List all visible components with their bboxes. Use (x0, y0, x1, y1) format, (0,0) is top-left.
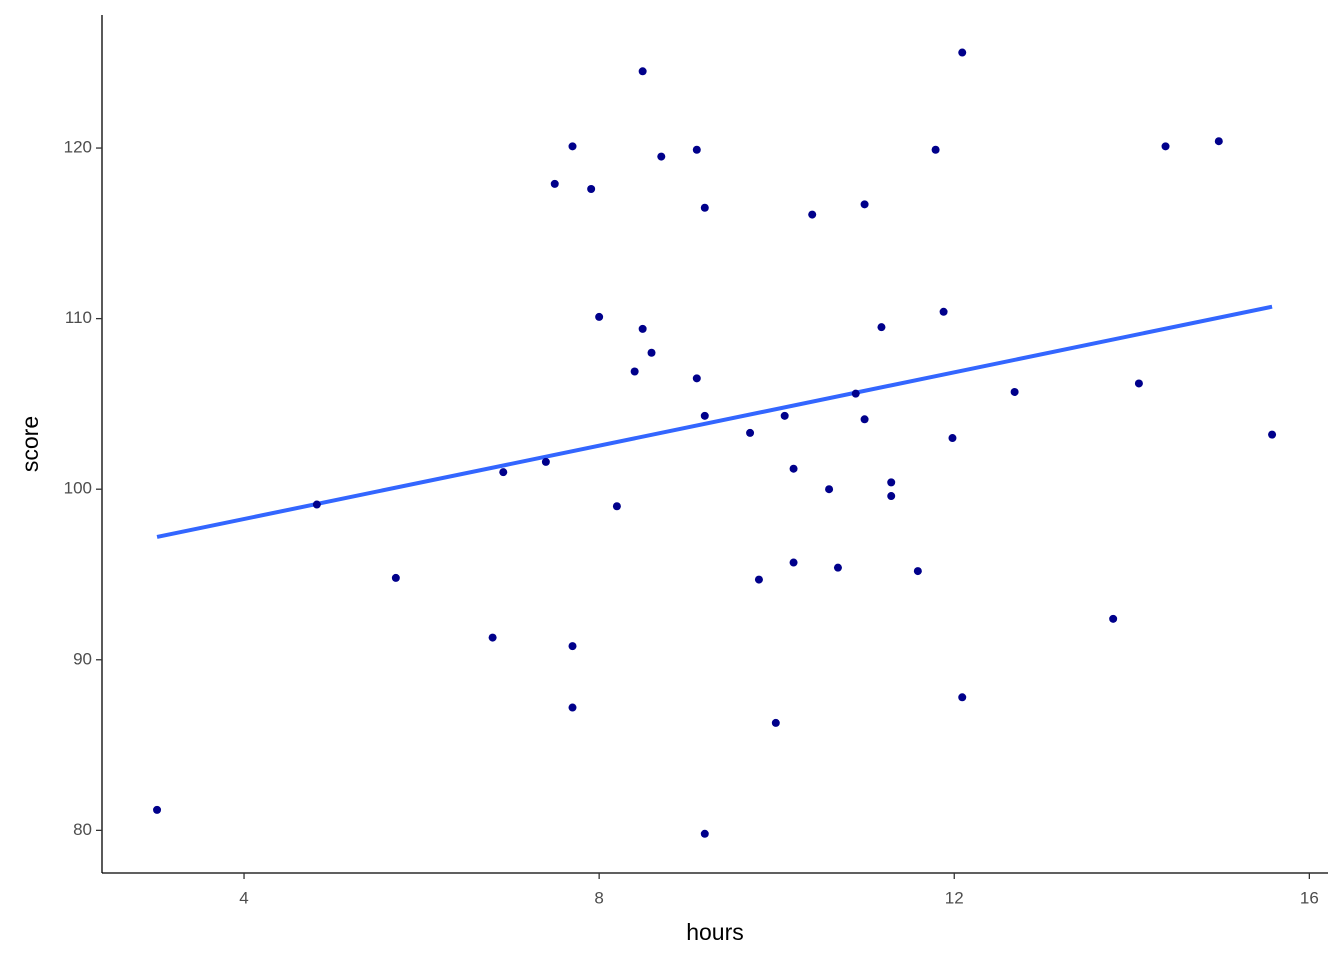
point (312, 500, 321, 509)
point (692, 374, 701, 383)
point (958, 693, 967, 702)
point (488, 633, 497, 642)
point (877, 323, 886, 332)
point (595, 312, 604, 321)
point (1134, 379, 1143, 388)
point (780, 411, 789, 420)
point (587, 184, 596, 193)
point (833, 563, 842, 572)
point (568, 142, 577, 151)
point (1109, 614, 1118, 623)
point (771, 718, 780, 727)
point (657, 152, 666, 161)
y-tick-label: 80 (73, 820, 92, 839)
point (1010, 387, 1019, 396)
point (692, 145, 701, 154)
y-tick-label: 110 (65, 308, 92, 327)
point (808, 210, 817, 219)
y-axis-title: score (17, 416, 43, 472)
point (789, 464, 798, 473)
point (700, 203, 709, 212)
point (638, 67, 647, 76)
point (700, 411, 709, 420)
point (541, 457, 550, 466)
x-tick-label: 4 (239, 888, 248, 907)
y-tick-label: 120 (64, 138, 92, 157)
x-tick-label: 12 (945, 888, 964, 907)
point (700, 829, 709, 838)
point (612, 502, 621, 511)
point (1161, 142, 1170, 151)
point (789, 558, 798, 567)
point (887, 492, 896, 501)
x-tick-label: 16 (1300, 888, 1319, 907)
point (391, 573, 400, 582)
point (568, 703, 577, 712)
point (958, 48, 967, 57)
point (1214, 137, 1223, 146)
point (860, 415, 869, 424)
point (860, 200, 869, 209)
point (754, 575, 763, 584)
point (887, 478, 896, 487)
point (638, 324, 647, 333)
point (913, 567, 922, 576)
point (948, 434, 957, 443)
point (746, 428, 755, 437)
point (931, 145, 940, 154)
point (851, 389, 860, 398)
x-axis-title: hours (686, 919, 744, 945)
point (1268, 430, 1277, 439)
point (939, 307, 948, 316)
x-tick-label: 8 (594, 888, 603, 907)
point (153, 805, 162, 814)
point (499, 468, 508, 477)
trend-line (156, 304, 1273, 539)
y-tick-label: 100 (64, 479, 92, 498)
point (630, 367, 639, 376)
point (647, 348, 656, 357)
point (568, 642, 577, 651)
y-tick-label: 90 (73, 649, 92, 668)
point (825, 485, 834, 494)
point (550, 179, 559, 188)
